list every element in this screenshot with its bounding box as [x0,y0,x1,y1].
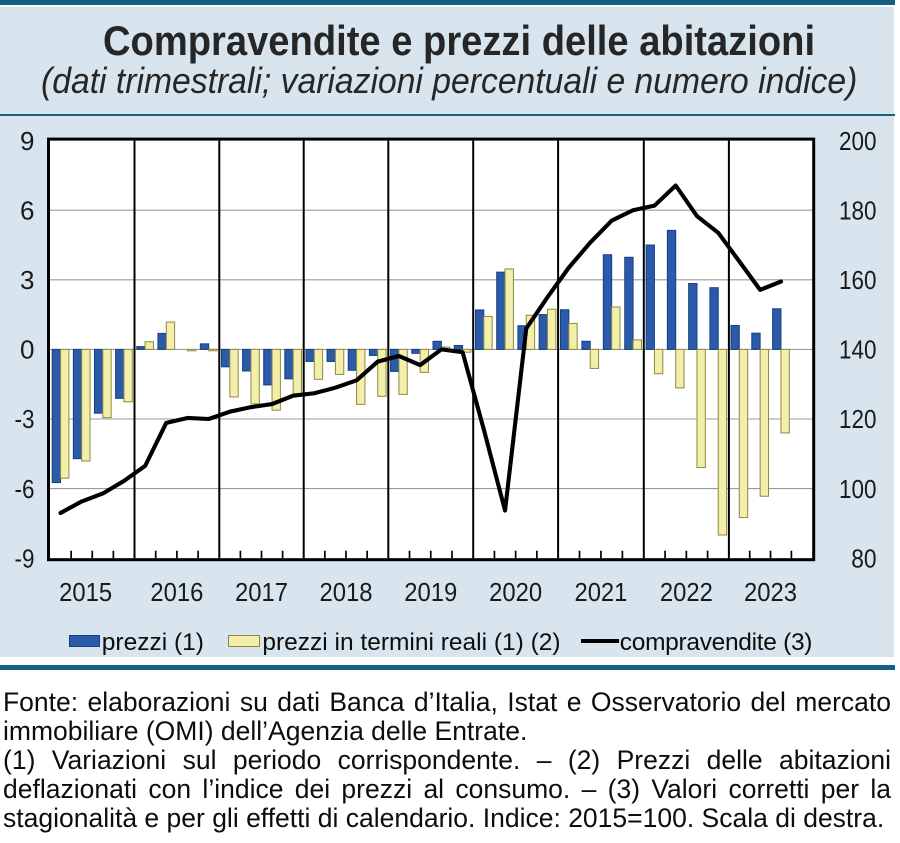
svg-text:2019: 2019 [404,577,457,607]
svg-text:9: 9 [20,126,34,156]
svg-text:2015: 2015 [59,577,112,607]
svg-text:6: 6 [20,195,34,225]
svg-text:2022: 2022 [660,577,713,607]
svg-text:2023: 2023 [744,577,797,607]
svg-text:0: 0 [20,335,34,365]
svg-text:2017: 2017 [235,577,288,607]
svg-text:3: 3 [20,265,34,295]
svg-text:200: 200 [839,126,877,156]
svg-text:2018: 2018 [320,577,373,607]
svg-text:2021: 2021 [574,577,627,607]
svg-text:2016: 2016 [150,577,203,607]
svg-text:180: 180 [839,195,877,225]
svg-text:2020: 2020 [489,577,542,607]
svg-text:100: 100 [839,474,877,504]
svg-text:160: 160 [839,265,877,295]
svg-text:-6: -6 [15,474,35,504]
svg-text:140: 140 [839,335,877,365]
svg-text:-9: -9 [15,543,35,573]
svg-text:-3: -3 [15,404,35,434]
svg-text:80: 80 [851,543,876,573]
svg-text:120: 120 [839,404,877,434]
